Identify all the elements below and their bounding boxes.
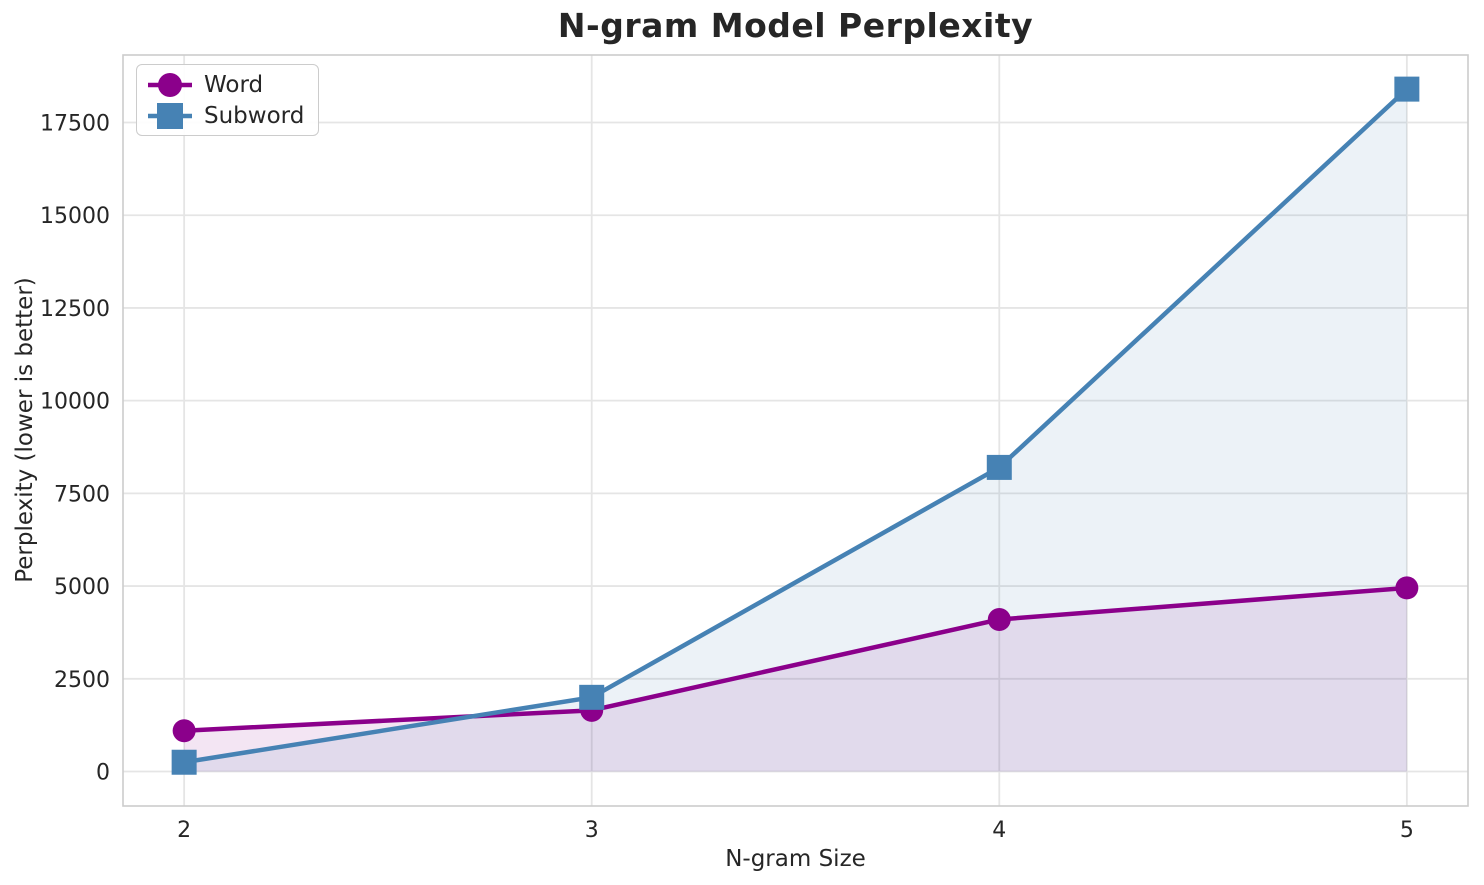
data-point-subword [171,749,197,775]
x-axis-label: N-gram Size [725,846,866,872]
legend-marker-square-icon [148,102,192,129]
y-tick-label: 2500 [54,668,110,693]
x-tick-label: 3 [585,818,599,843]
y-tick-label: 17500 [40,111,110,136]
data-point-subword [986,454,1012,480]
x-tick-label: 5 [1400,818,1414,843]
data-point-word [987,607,1011,631]
data-point-subword [1394,76,1420,102]
legend-item-subword: Subword [146,101,304,130]
y-tick-label: 5000 [54,575,110,600]
legend-label: Word [204,71,264,98]
y-tick-label: 7500 [54,482,110,507]
y-tick-label: 15000 [40,204,110,229]
legend-marker-circle-icon [148,72,192,97]
series-line-word [181,585,1410,733]
area-fill-subword [184,89,1407,772]
area-fill-word [184,587,1407,772]
legend: Word Subword [136,64,320,136]
data-point-word [1395,576,1419,600]
chart-title: N-gram Model Perplexity [557,6,1034,45]
y-tick-label: 12500 [40,297,110,322]
plot-border [122,54,1469,807]
y-tick-label: 0 [96,761,110,786]
x-tick-label: 4 [992,818,1006,843]
data-point-subword [579,684,605,710]
y-tick-label: 10000 [40,390,110,415]
data-point-word [172,719,196,743]
x-tick-label: 2 [177,818,191,843]
legend-label: Subword [204,102,305,129]
y-axis-label: Perplexity (lower is better) [12,277,38,583]
series-line-subword [181,86,1410,765]
legend-item-word: Word [146,70,304,99]
